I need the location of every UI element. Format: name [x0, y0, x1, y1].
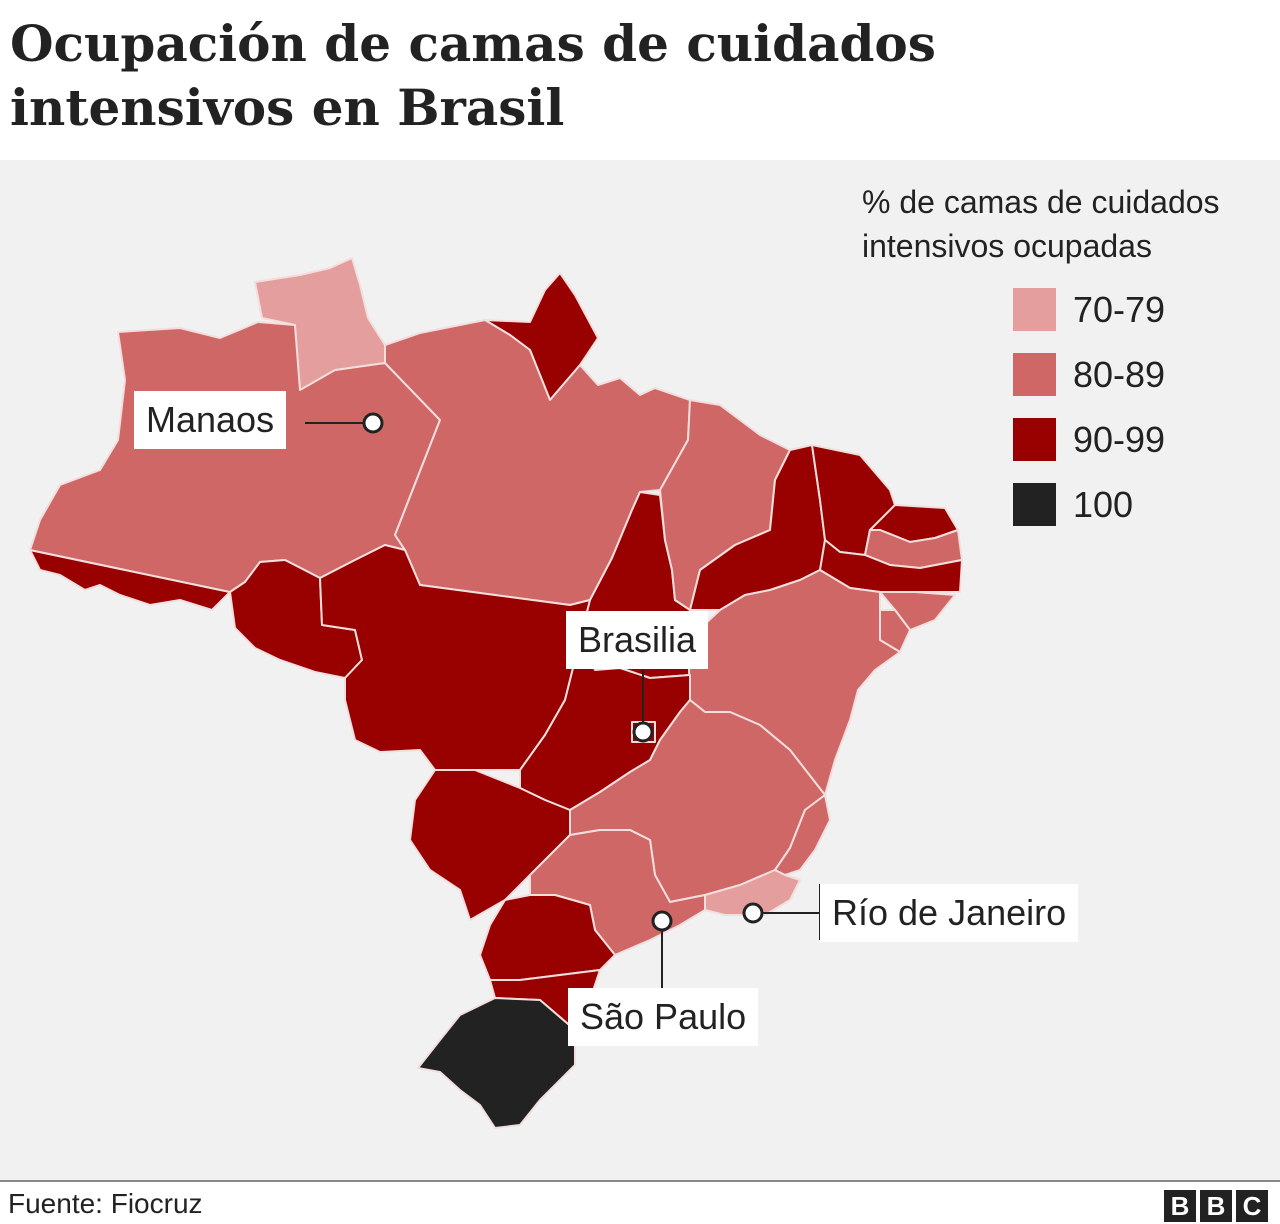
state-acre — [29, 549, 231, 611]
bbc-logo-letter: B — [1164, 1190, 1196, 1222]
legend-swatch — [1013, 418, 1056, 461]
legend-label: 70-79 — [1073, 289, 1166, 330]
footer-divider — [0, 1180, 1280, 1182]
manaos-marker — [362, 412, 384, 434]
city-label-manaos: Manaos — [134, 391, 287, 449]
state-rj — [704, 869, 801, 916]
source-note: Fuente: Fiocruz — [8, 1188, 203, 1219]
legend-swatch — [1013, 483, 1056, 526]
state-rs — [417, 997, 576, 1129]
legend-title: % de camas de cuidados intensivos ocupad… — [862, 184, 1220, 264]
map-panel — [0, 160, 1280, 1180]
legend-label: 80-89 — [1073, 354, 1166, 395]
bbc-logo: B B C — [1164, 1190, 1268, 1222]
legend-label: 100 — [1073, 484, 1134, 525]
chart-title: Ocupación de camas de cuidados intensivo… — [10, 14, 936, 137]
city-label-sao-paulo: São Paulo — [568, 988, 759, 1046]
bbc-logo-letter: C — [1236, 1190, 1268, 1222]
legend-swatch — [1013, 353, 1056, 396]
brasilia-marker — [632, 721, 654, 743]
brazil-map — [29, 257, 963, 1129]
sao-paulo-marker — [651, 910, 673, 932]
state-mato-grosso — [319, 544, 591, 771]
city-label-brasilia: Brasilia — [566, 611, 709, 669]
rio-marker — [742, 902, 764, 924]
legend-label: 90-99 — [1073, 419, 1166, 460]
bbc-logo-letter: B — [1200, 1190, 1232, 1222]
city-label-rio: Río de Janeiro — [820, 884, 1079, 942]
legend-swatch — [1013, 288, 1056, 331]
